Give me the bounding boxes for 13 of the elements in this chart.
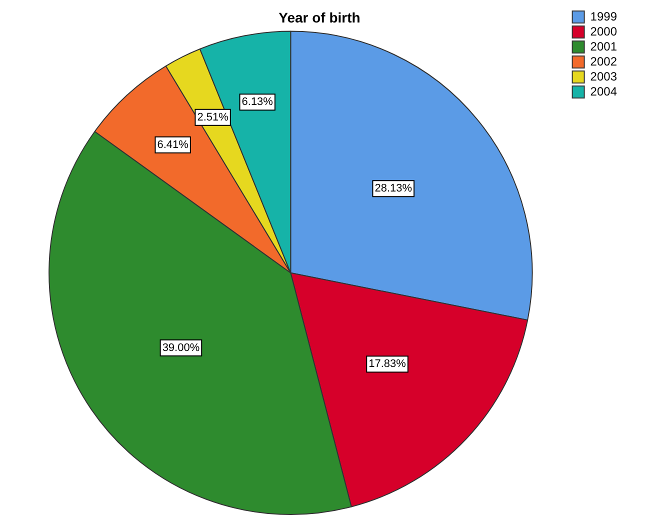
data-label: 6.41% <box>157 138 189 151</box>
data-label: 17.83% <box>368 358 406 370</box>
legend-label: 1999 <box>590 9 618 24</box>
legend-label: 2002 <box>590 54 618 68</box>
data-label: 28.13% <box>374 182 412 195</box>
legend-label: 2003 <box>590 69 618 84</box>
data-label: 2.51% <box>197 111 229 124</box>
legend-label: 2000 <box>590 24 618 38</box>
legend-label: 2004 <box>590 84 618 98</box>
data-label: 39.00% <box>162 342 200 354</box>
legend-label: 2001 <box>590 39 618 54</box>
chart-title: Year of birth <box>278 9 360 26</box>
data-label: 6.13% <box>242 96 274 108</box>
